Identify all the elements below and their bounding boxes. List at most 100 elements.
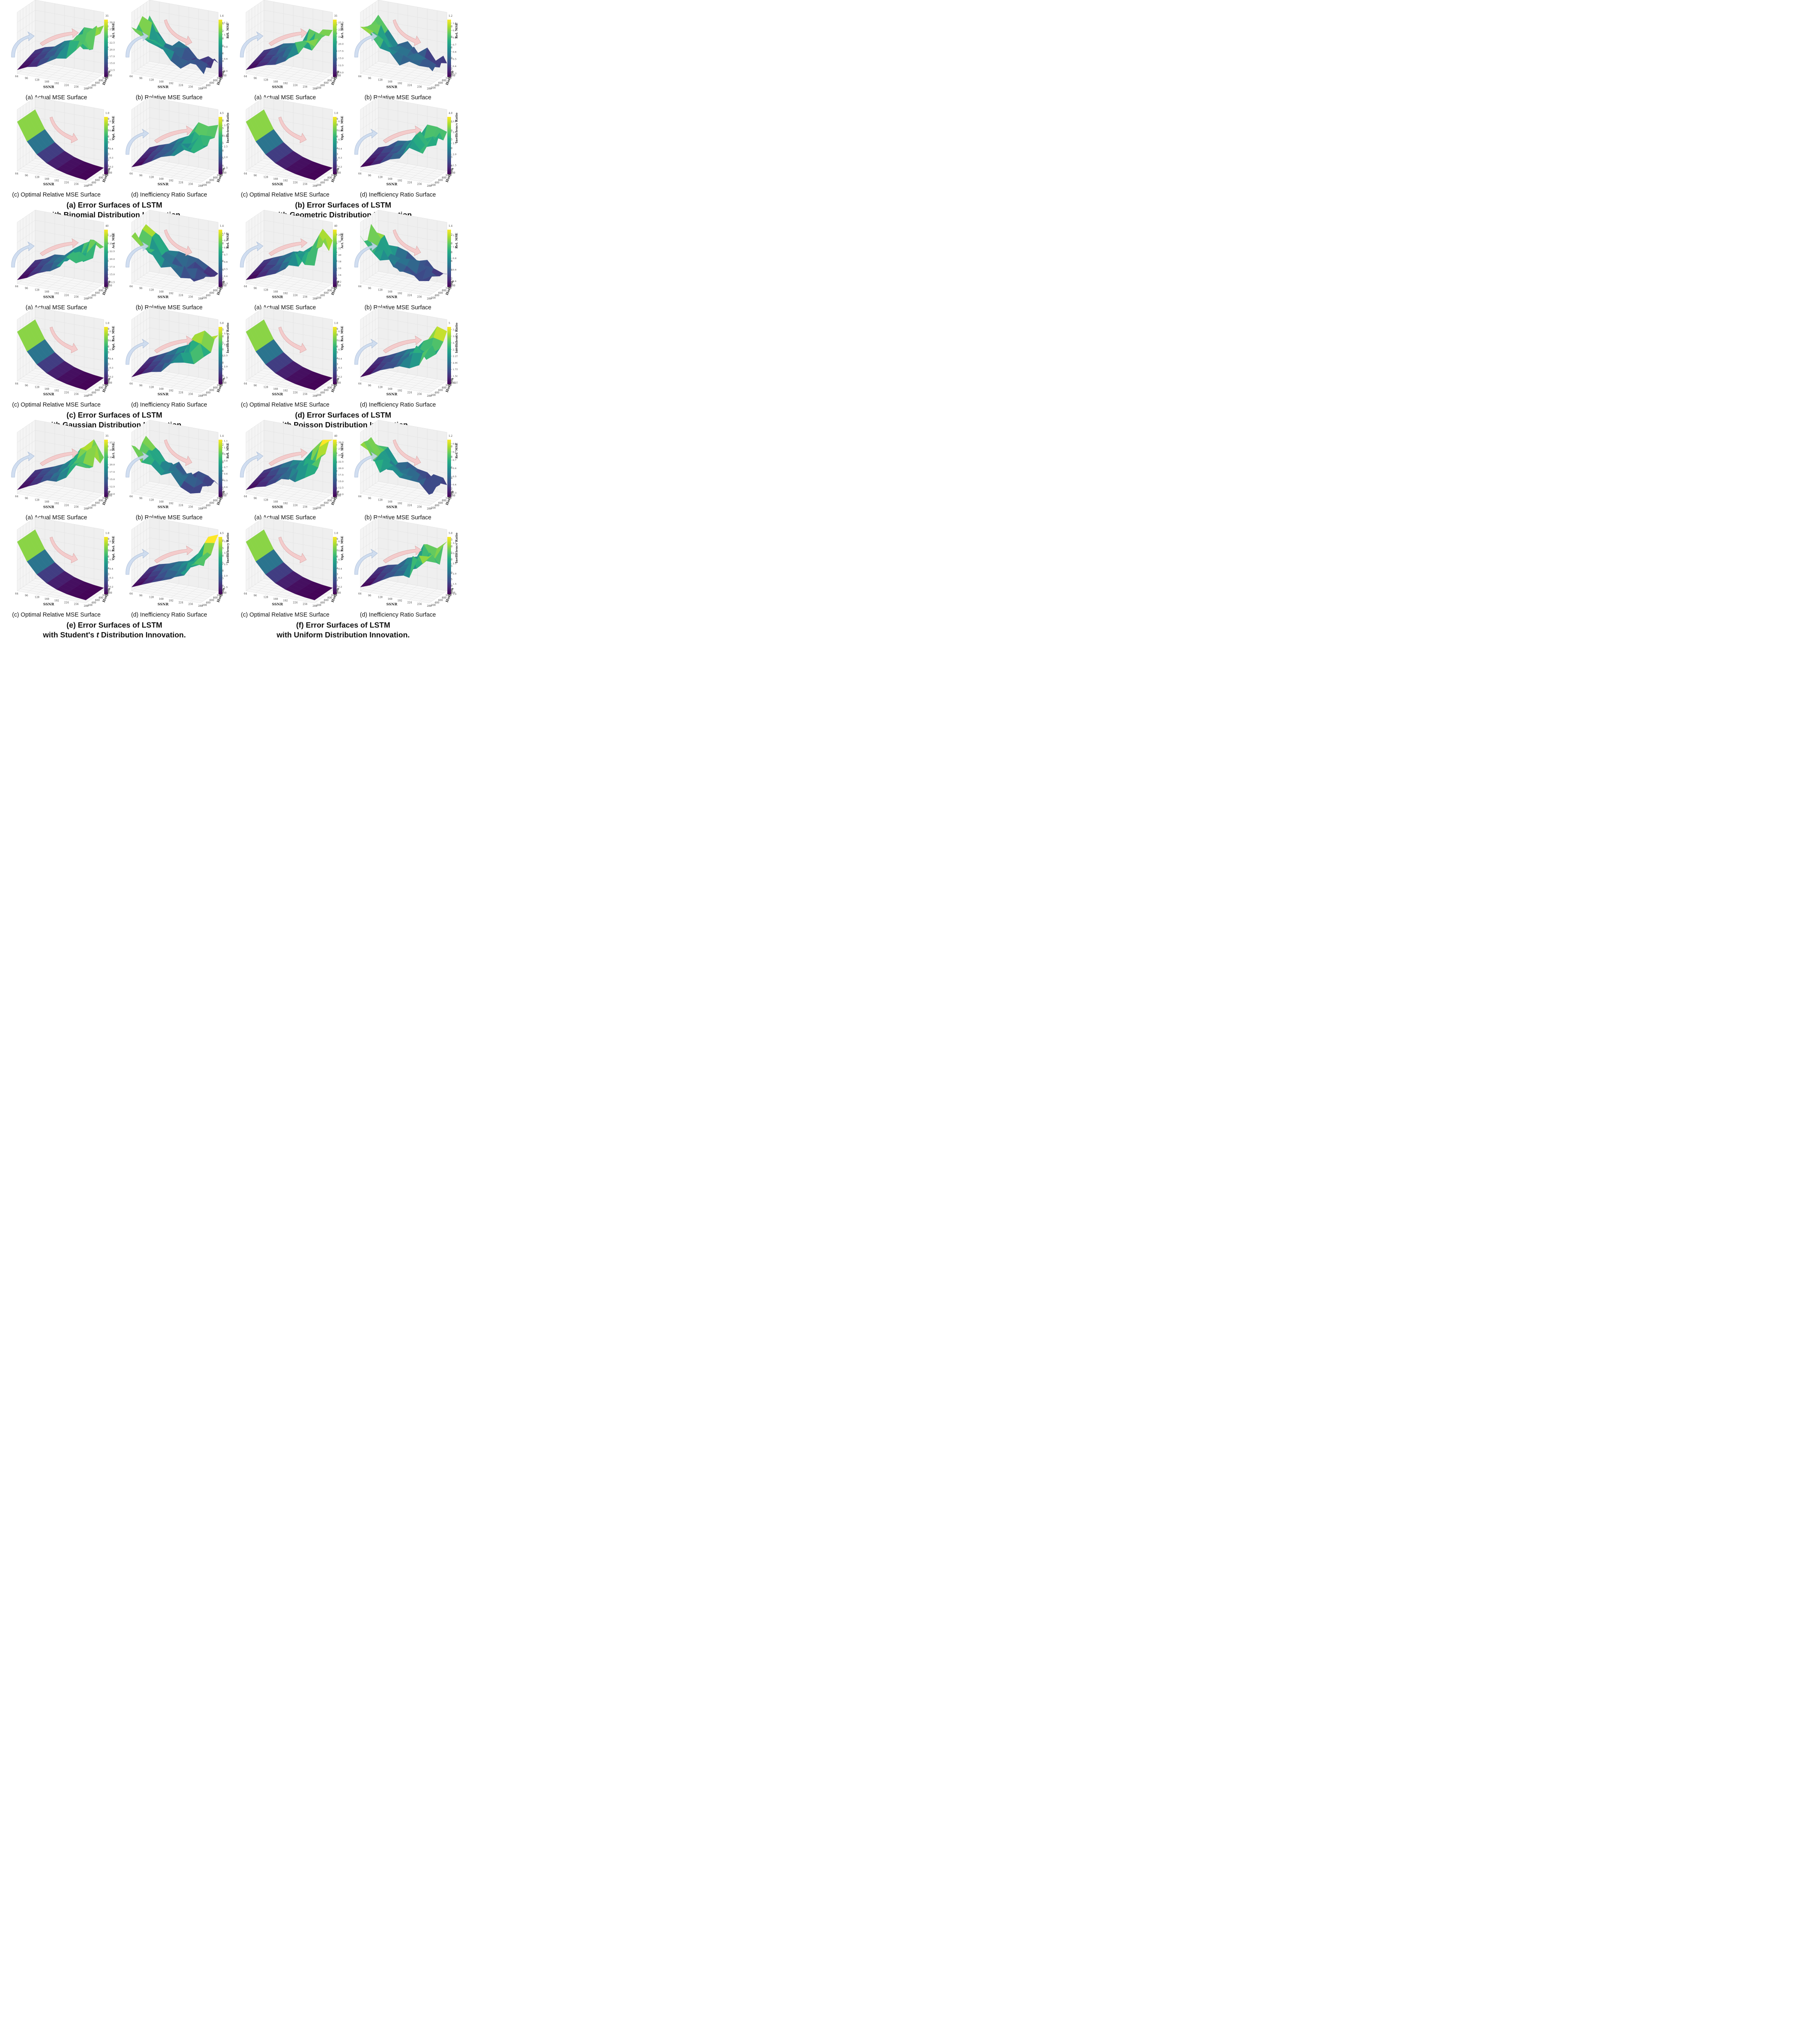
- grid-line: [252, 69, 321, 82]
- grid-line: [35, 127, 104, 141]
- grid-line: [372, 485, 441, 498]
- grid-line: [17, 148, 36, 161]
- y-tick-label: 400: [435, 601, 440, 604]
- grid-line: [375, 580, 444, 593]
- colorbar-tick-label: 0.4: [453, 280, 457, 283]
- colorbar-tick-label: 2.0: [224, 366, 228, 368]
- y-tick-label: 400: [320, 84, 325, 87]
- y-tick-label: 800: [442, 177, 447, 179]
- surface-panel-c-relative: 64 96 128 160 192 224 256 288 SSNR 20040060080010…: [125, 210, 230, 300]
- x-tick-label: 64: [130, 75, 133, 78]
- x-tick-label: 128: [378, 176, 383, 179]
- grid-line: [140, 277, 210, 290]
- colorbar-tick-label: 0.8: [453, 37, 457, 39]
- x-tick-label: 96: [368, 77, 371, 80]
- x-tick-label: 192: [169, 179, 174, 182]
- colorbar-tick-label: 3.0: [453, 132, 457, 134]
- grid-line: [134, 71, 203, 84]
- trend-arrow-pink: [154, 545, 193, 563]
- x-tick-label: 224: [293, 601, 298, 604]
- colorbar: [333, 117, 337, 174]
- surface-panel-d-actual: 64 96 128 160 192 224 256 288 SSNR 20040060080010…: [240, 210, 344, 300]
- panel-caption: (d) Inefficiency Ratio Surface: [131, 402, 207, 408]
- colorbar-tick-label: 0.8: [453, 257, 457, 260]
- x-tick-label: 64: [358, 172, 362, 175]
- grid-line: [255, 67, 324, 80]
- grid-line: [17, 430, 36, 443]
- colorbar-tick-label: 25.0: [109, 243, 115, 245]
- trend-arrow-pink: [164, 19, 192, 46]
- trend-arrow-pink: [383, 545, 422, 563]
- x-tick-label: 96: [139, 174, 143, 177]
- trend-arrow-blue: [125, 31, 149, 58]
- colorbar-tick-label: 17.5: [109, 471, 115, 474]
- colorbar-tick-label: 12.5: [109, 69, 115, 72]
- x-axis-label: SSNR: [272, 295, 284, 300]
- colorbar-tick-label: 2.0: [453, 154, 457, 156]
- y-tick-label: 1200: [220, 172, 226, 174]
- x-tick-label: 128: [378, 79, 383, 82]
- grid-line: [35, 107, 104, 120]
- colorbar-tick-label: 0.2: [338, 166, 342, 168]
- grid-line: [249, 71, 318, 84]
- y-tick-label: 1000: [217, 384, 223, 387]
- colorbar-tick-label: 3.5: [224, 125, 228, 127]
- x-tick-label: 160: [159, 501, 164, 503]
- surface-patch: [419, 60, 433, 72]
- grid-line: [131, 148, 150, 161]
- y-tick-label: 1200: [106, 74, 112, 77]
- z-tick-label: 1.0: [105, 112, 109, 115]
- x-tick-label: 256: [74, 86, 79, 89]
- x-tick-label: 256: [417, 296, 422, 299]
- trend-arrow-pink: [49, 116, 78, 143]
- x-tick-label: 128: [264, 176, 268, 179]
- y-tick-label: 200: [317, 87, 322, 89]
- grid-line: [366, 489, 435, 502]
- grid-line: [143, 65, 212, 78]
- surface-patch: [304, 384, 319, 390]
- grid-line: [35, 430, 104, 443]
- y-tick-label: 800: [98, 597, 103, 599]
- x-tick-label: 192: [283, 502, 288, 505]
- x-axis-label: SSNR: [43, 603, 55, 607]
- x-tick-label: 160: [273, 178, 278, 181]
- x-tick-label: 192: [397, 82, 402, 85]
- trend-arrow-blue: [11, 31, 35, 58]
- colorbar-tick-label: 27.5: [338, 22, 344, 24]
- x-tick-label: 288: [427, 605, 432, 608]
- surface-patch: [76, 595, 90, 600]
- y-tick-label: 1200: [106, 592, 112, 595]
- x-tick-label: 160: [273, 501, 278, 503]
- x-tick-label: 288: [427, 507, 432, 510]
- grid-line: [149, 430, 219, 443]
- colorbar: [219, 440, 222, 497]
- trend-arrow-pink: [40, 448, 79, 466]
- x-tick-label: 192: [169, 502, 174, 505]
- y-tick-label: 800: [327, 289, 332, 292]
- x-tick-label: 128: [264, 386, 268, 389]
- grid-line: [264, 20, 333, 33]
- grid-line: [134, 378, 203, 391]
- x-tick-label: 288: [198, 185, 203, 188]
- grid-line: [20, 71, 89, 84]
- colorbar-tick-label: 10.0: [338, 494, 344, 496]
- x-tick-label: 128: [149, 79, 154, 82]
- y-tick-label: 400: [206, 294, 211, 297]
- y-tick-label: 1200: [449, 74, 455, 77]
- x-tick-label: 192: [397, 599, 402, 602]
- surface-panel-e-optimal: 64 96 128 160 192 224 256 288 SSNR 20040060080010…: [15, 517, 115, 608]
- grid-line: [143, 582, 212, 595]
- colorbar-tick-label: 3.5: [453, 542, 457, 545]
- grid-line: [26, 67, 95, 80]
- colorbar-tick-label: 22: [338, 247, 342, 250]
- z-tick-label: 35: [334, 15, 337, 18]
- grid-line: [134, 588, 203, 601]
- grid-line: [264, 548, 333, 561]
- x-tick-label: 96: [139, 384, 143, 387]
- colorbar-tick-label: 0.8: [224, 460, 228, 462]
- surface-panel-b-ineff: 64 96 128 160 192 224 256 288 SSNR 20040060080010…: [354, 97, 458, 188]
- colorbar-tick-label: 18: [338, 261, 342, 263]
- trend-arrow-blue: [125, 128, 149, 155]
- grid-line: [149, 30, 219, 43]
